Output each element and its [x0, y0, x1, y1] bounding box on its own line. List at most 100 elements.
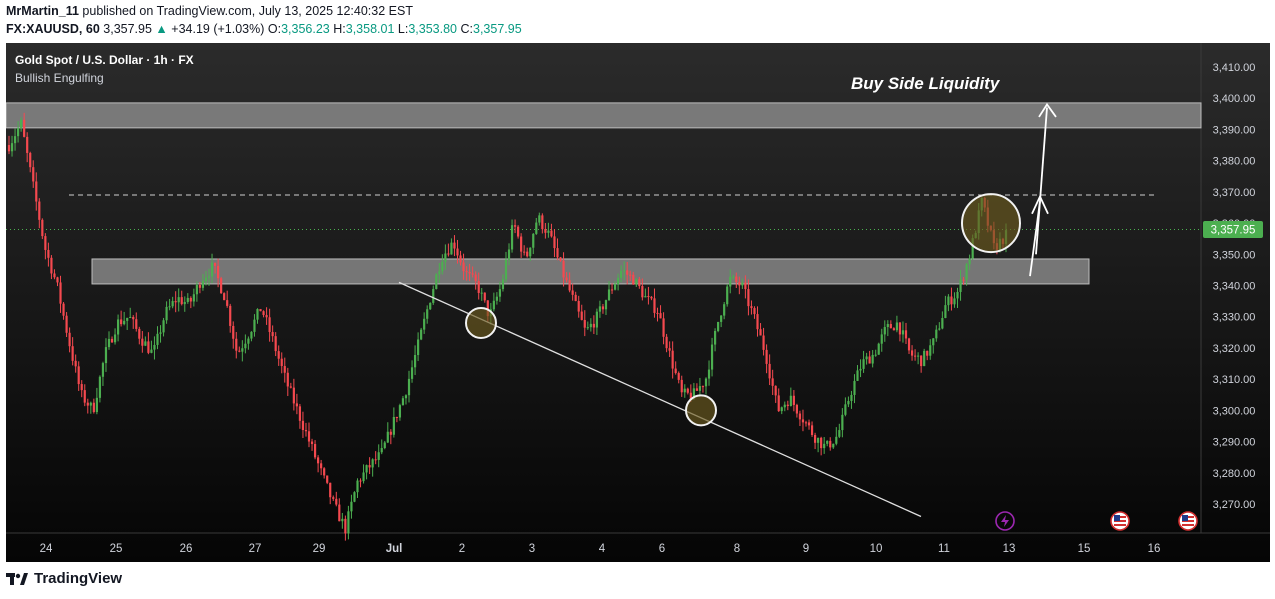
candle	[638, 276, 641, 289]
candle	[207, 268, 211, 286]
candle	[568, 272, 571, 293]
candle	[162, 317, 165, 337]
candle	[304, 422, 308, 437]
candle	[929, 339, 932, 360]
candle	[398, 403, 402, 421]
candle	[720, 315, 723, 328]
last-price: 3,357.95	[103, 22, 152, 36]
candle	[386, 422, 389, 444]
candle	[307, 422, 311, 448]
candle	[377, 444, 380, 468]
close-label: C:	[460, 22, 474, 36]
candle	[201, 273, 205, 291]
candle	[829, 437, 832, 451]
open-value: 3,356.23	[281, 22, 330, 36]
candle	[135, 312, 138, 332]
time-tick-label: Jul	[386, 543, 403, 555]
candle	[780, 406, 783, 415]
candle	[171, 296, 174, 309]
candle	[326, 475, 329, 485]
candle	[353, 491, 356, 503]
candle	[483, 292, 486, 303]
candle	[74, 354, 77, 373]
candle	[259, 308, 262, 312]
candle	[116, 314, 120, 342]
candle	[613, 281, 617, 291]
candle	[383, 440, 386, 450]
lightning-icon[interactable]	[995, 511, 1015, 531]
candle	[404, 394, 408, 405]
candle	[768, 354, 771, 386]
candle	[835, 427, 838, 446]
time-axis[interactable]: 24 25 26 27 29 Jul 2 3 4 6 8 9 10 11 13 15 16	[40, 543, 1161, 555]
candle	[177, 288, 180, 312]
price-chart[interactable]: 3,410.00 3,400.00 3,390.00 3,380.00 3,370.00…	[6, 43, 1270, 562]
candle	[138, 326, 141, 345]
candle	[344, 515, 347, 541]
candle	[435, 273, 438, 290]
candle	[580, 304, 583, 321]
candle	[226, 290, 229, 308]
candle	[565, 272, 568, 283]
tradingview-logo[interactable]: TradingView	[6, 570, 122, 587]
publish-text: published on TradingView.com, July 13, 2…	[78, 4, 413, 18]
candle	[295, 393, 298, 415]
candle	[965, 263, 968, 286]
candle	[947, 294, 950, 312]
dashed-level	[6, 194, 1201, 230]
candle	[271, 325, 274, 342]
candle	[886, 320, 889, 337]
candle	[644, 288, 647, 298]
candle	[210, 253, 214, 284]
us-flag-icon[interactable]	[1178, 511, 1198, 531]
candle	[410, 360, 414, 383]
candle	[707, 360, 711, 386]
candle	[23, 112, 26, 138]
candle	[759, 323, 762, 336]
price-axis[interactable]: 3,410.00 3,400.00 3,390.00 3,380.00 3,370.00…	[1213, 62, 1256, 511]
candle	[444, 244, 447, 270]
candle	[920, 355, 923, 373]
author-name[interactable]: MrMartin_11	[6, 4, 79, 18]
candle	[610, 283, 614, 294]
us-flag-icon[interactable]	[1110, 511, 1130, 531]
candle	[559, 256, 562, 262]
candle	[38, 198, 41, 229]
candle	[647, 286, 650, 305]
candle	[532, 233, 535, 255]
candle	[320, 459, 323, 476]
candle	[789, 387, 792, 407]
candle	[80, 380, 83, 398]
candle	[659, 305, 662, 319]
candle	[144, 336, 147, 347]
time-tick-label: 16	[1148, 543, 1161, 555]
price-tick-label: 3,330.00	[1213, 312, 1256, 324]
price-tick-label: 3,340.00	[1213, 281, 1256, 293]
candle	[826, 440, 829, 447]
candle	[901, 321, 905, 343]
candle	[335, 491, 338, 507]
candle	[817, 437, 820, 453]
candle	[898, 322, 902, 342]
candle	[35, 172, 38, 211]
time-tick-label: 26	[180, 543, 193, 555]
candle	[453, 235, 456, 257]
candle	[13, 128, 17, 151]
candle	[329, 482, 332, 505]
candle	[680, 375, 683, 397]
time-tick-label: 3	[529, 543, 535, 555]
candle	[523, 245, 526, 256]
candle	[553, 229, 556, 257]
candle	[865, 352, 868, 365]
candle	[798, 410, 802, 427]
candle	[820, 436, 823, 456]
candle	[801, 409, 805, 432]
candle	[313, 440, 317, 460]
candle	[95, 387, 98, 415]
candle	[747, 279, 750, 316]
candle	[604, 299, 608, 315]
candle	[704, 377, 708, 395]
candle	[462, 253, 465, 280]
candle	[944, 295, 947, 319]
candle	[859, 359, 862, 378]
